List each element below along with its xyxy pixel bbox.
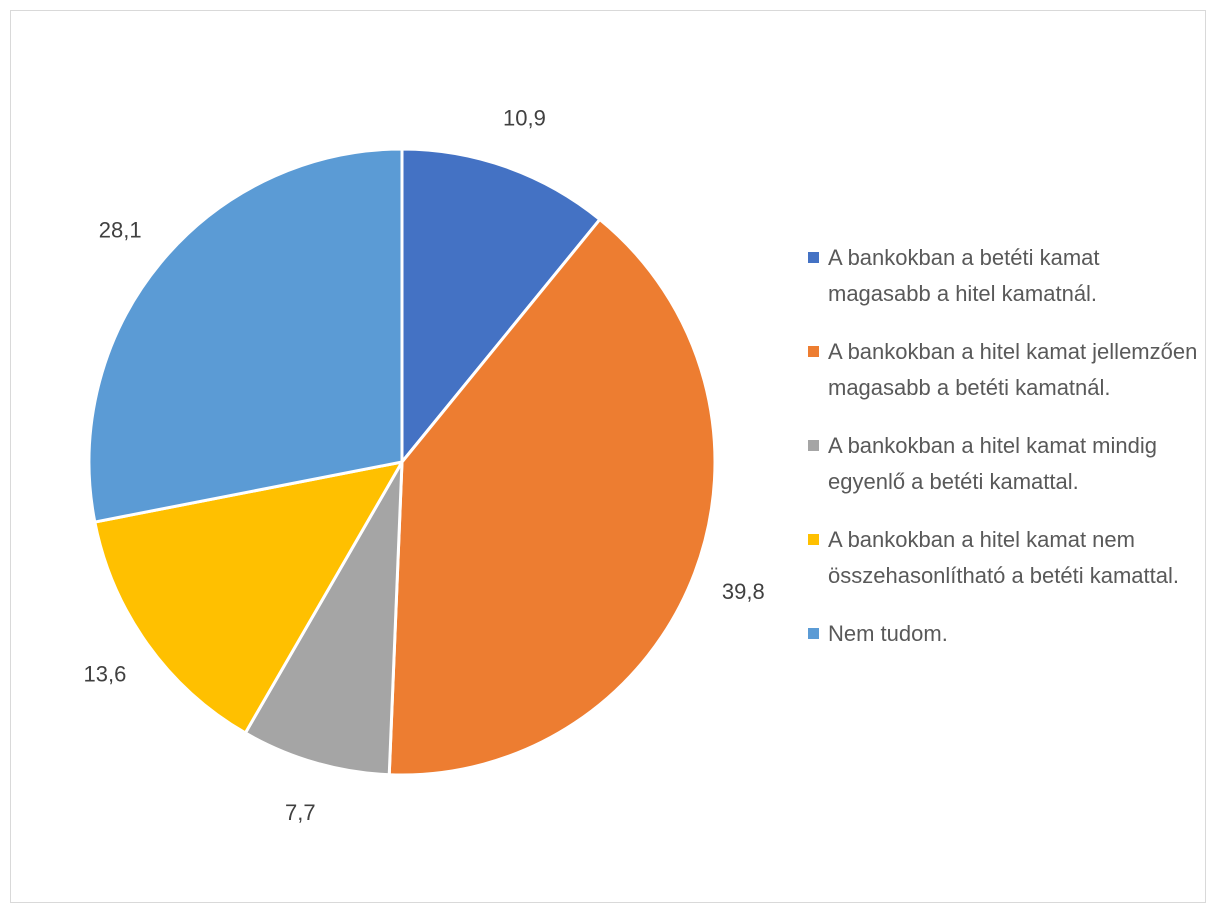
legend-label: A bankokban a betéti kamat magasabb a hi… bbox=[828, 245, 1100, 306]
legend-swatch bbox=[808, 346, 819, 357]
data-label: 39,8 bbox=[722, 579, 765, 604]
legend-label: A bankokban a hitel kamat mindig egyenlő… bbox=[828, 433, 1157, 494]
data-label: 13,6 bbox=[83, 662, 126, 687]
pie-slice bbox=[400, 147, 602, 464]
legend-label: Nem tudom. bbox=[828, 621, 948, 646]
data-label: 7,7 bbox=[285, 800, 316, 825]
legend-swatch bbox=[808, 628, 819, 639]
legend-item: Nem tudom. bbox=[808, 616, 1203, 652]
pie-slices bbox=[87, 147, 717, 777]
legend-item: A bankokban a hitel kamat jellemzően mag… bbox=[808, 334, 1203, 406]
data-label: 10,9 bbox=[503, 106, 546, 131]
legend-label: A bankokban a hitel kamat jellemzően mag… bbox=[828, 339, 1198, 400]
legend-item: A bankokban a hitel kamat nem összehason… bbox=[808, 522, 1203, 594]
legend-item: A bankokban a betéti kamat magasabb a hi… bbox=[808, 240, 1203, 312]
legend-item: A bankokban a hitel kamat mindig egyenlő… bbox=[808, 428, 1203, 500]
pie-data-labels: 10,9 39,8 7,7 13,6 28,1 bbox=[83, 106, 764, 825]
legend-swatch bbox=[808, 534, 819, 545]
pie-slice bbox=[387, 217, 717, 777]
legend: A bankokban a betéti kamat magasabb a hi… bbox=[808, 240, 1203, 674]
pie-slice bbox=[243, 460, 404, 777]
pie-slice bbox=[87, 147, 404, 524]
legend-swatch bbox=[808, 440, 819, 451]
legend-swatch bbox=[808, 252, 819, 263]
data-label: 28,1 bbox=[99, 218, 142, 243]
pie-slice bbox=[93, 460, 404, 735]
legend-label: A bankokban a hitel kamat nem összehason… bbox=[828, 527, 1179, 588]
